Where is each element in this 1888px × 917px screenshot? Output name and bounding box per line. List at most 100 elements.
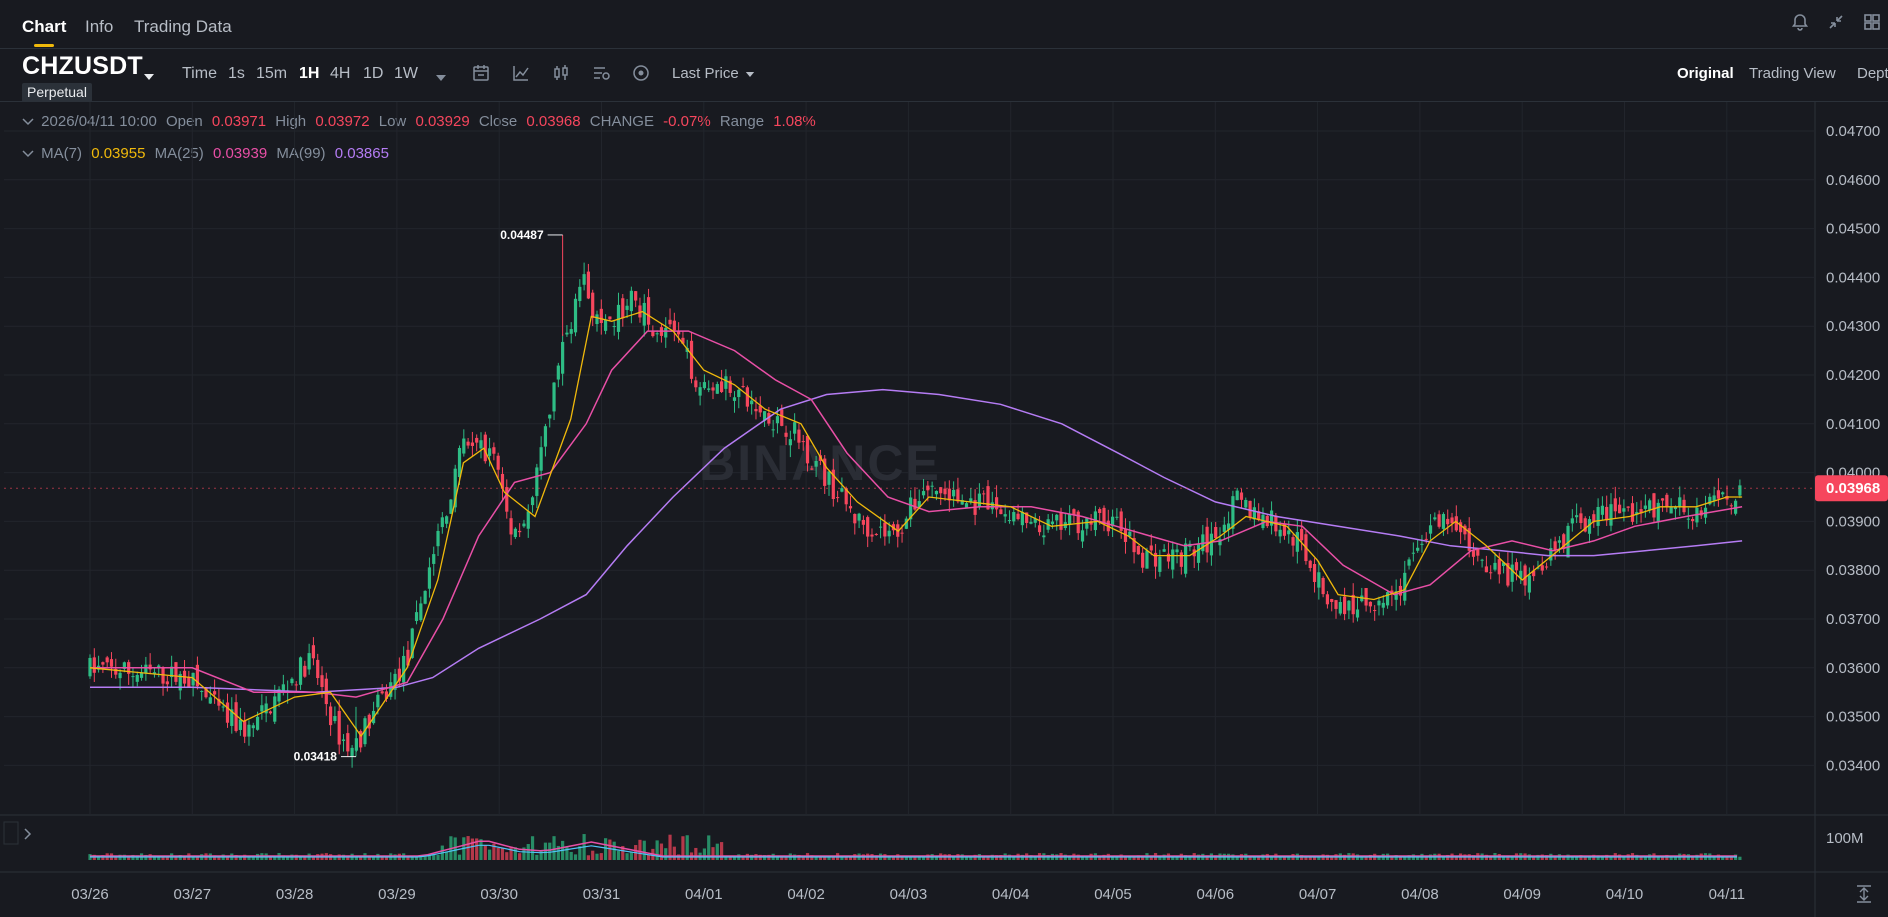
volume-bar [483, 845, 487, 860]
volume-bar [414, 856, 419, 860]
candle-body [629, 290, 633, 312]
candle-type-icon[interactable] [551, 63, 571, 88]
volume-bar [1738, 856, 1742, 860]
candle-body [1600, 505, 1605, 515]
candle-body [165, 681, 169, 685]
candle-body [234, 702, 238, 731]
candle-body [1257, 511, 1261, 521]
volume-bar [629, 852, 633, 860]
volume-bar [1360, 856, 1364, 860]
volume-bar [1643, 856, 1647, 860]
volume-bar [1158, 856, 1162, 860]
candle-body [1222, 524, 1226, 532]
candle-body [913, 498, 917, 510]
collapse-icon[interactable] [1826, 12, 1846, 32]
ma7-label: MA(7) [41, 145, 83, 162]
calendar-icon[interactable] [471, 63, 491, 88]
volume-bar [591, 850, 595, 860]
contract-type-badge: Perpetual [22, 83, 92, 102]
timeframe-time[interactable]: Time [182, 65, 217, 82]
candle-body [552, 382, 556, 412]
price-tick-label: 0.04600 [1826, 172, 1880, 189]
volume-bar [595, 853, 599, 860]
timeframe-4h[interactable]: 4H [330, 65, 351, 82]
volume-bar [1287, 856, 1291, 860]
candle-body [264, 703, 268, 714]
tab-info[interactable]: Info [85, 17, 114, 36]
timeframe-1w[interactable]: 1W [394, 65, 418, 82]
open-value: 0.03971 [211, 113, 267, 130]
candle-body [990, 502, 994, 510]
ma-collapse-icon[interactable] [22, 145, 38, 162]
price-axis: 0.04700 0.04600 0.04500 0.04400 0.04300 0.042… [1826, 123, 1880, 774]
volume-bar [1364, 856, 1368, 860]
volume-bar [213, 855, 217, 860]
symbol-dropdown-icon[interactable] [143, 68, 155, 86]
price-type-select[interactable]: Last Price [672, 65, 755, 82]
dropdown-caret-icon[interactable] [435, 69, 447, 87]
candle-body [698, 387, 702, 396]
candle-body [921, 491, 926, 496]
volume-bar [655, 840, 659, 860]
symbol-name[interactable]: CHZUSDT [22, 52, 143, 80]
depth-icon[interactable] [631, 63, 651, 88]
volume-bar [707, 835, 711, 860]
volume-bar [621, 846, 625, 860]
timeframe-1d[interactable]: 1D [363, 65, 384, 82]
timeframe-1h[interactable]: 1H [299, 65, 320, 82]
volume-bar [1712, 856, 1716, 860]
price-tick-label: 0.03500 [1826, 709, 1880, 726]
tab-trading-data[interactable]: Trading Data [134, 17, 232, 36]
volume-bar [1398, 855, 1403, 860]
view-original[interactable]: Original [1677, 65, 1734, 82]
timeframe-15m[interactable]: 15m [256, 65, 288, 82]
time-tick-label: 04/10 [1606, 886, 1644, 903]
candle-body [281, 684, 285, 691]
indicator-icon[interactable] [511, 63, 531, 88]
candle-body [612, 326, 616, 328]
candle-body [866, 517, 870, 537]
volume-bar [1583, 855, 1587, 860]
candle-body [754, 409, 758, 412]
volume-bar [831, 855, 835, 860]
view-trading-view[interactable]: Trading View [1749, 65, 1836, 82]
change-value: -0.07% [663, 113, 711, 130]
volume-bar [964, 856, 969, 860]
settings-icon[interactable] [591, 63, 611, 88]
volume-bar [522, 847, 526, 860]
view-depth[interactable]: Depth [1857, 65, 1888, 82]
candle-body [900, 532, 904, 534]
volume-bar [496, 847, 500, 860]
candle-body [543, 426, 548, 447]
tab-chart[interactable]: Chart [22, 17, 67, 36]
change-label: CHANGE [589, 113, 654, 130]
volume-bar [470, 838, 474, 860]
volume-bar [505, 852, 509, 860]
candle-body [492, 447, 496, 454]
candle-body [1115, 516, 1119, 518]
time-tick-label: 04/04 [992, 886, 1030, 903]
candle-body [621, 298, 625, 319]
volume-bar [251, 855, 255, 860]
volume-bar [608, 839, 612, 860]
candle-body [831, 469, 835, 500]
candle-body [333, 716, 337, 722]
axis-reset-icon[interactable] [1857, 885, 1871, 903]
volume-bar [419, 855, 423, 860]
candle-body [1377, 600, 1381, 606]
candle-body [1136, 545, 1140, 555]
volume-bar [487, 849, 492, 860]
volume-bar [114, 856, 118, 860]
layout-grid-icon[interactable] [1862, 12, 1882, 32]
volume-bar [1149, 856, 1153, 860]
bell-icon[interactable] [1790, 12, 1810, 32]
candle-body [221, 706, 225, 708]
ohlc-legend: 2026/04/11 10:00 Open 0.03971 High 0.039… [22, 113, 821, 130]
timeframe-1s[interactable]: 1s [228, 65, 245, 82]
candle-body [1441, 514, 1446, 529]
candle-body [827, 471, 831, 485]
time-tick-label: 04/01 [685, 886, 723, 903]
close-value: 0.03968 [526, 113, 581, 130]
ohlc-collapse-icon[interactable] [22, 113, 38, 130]
